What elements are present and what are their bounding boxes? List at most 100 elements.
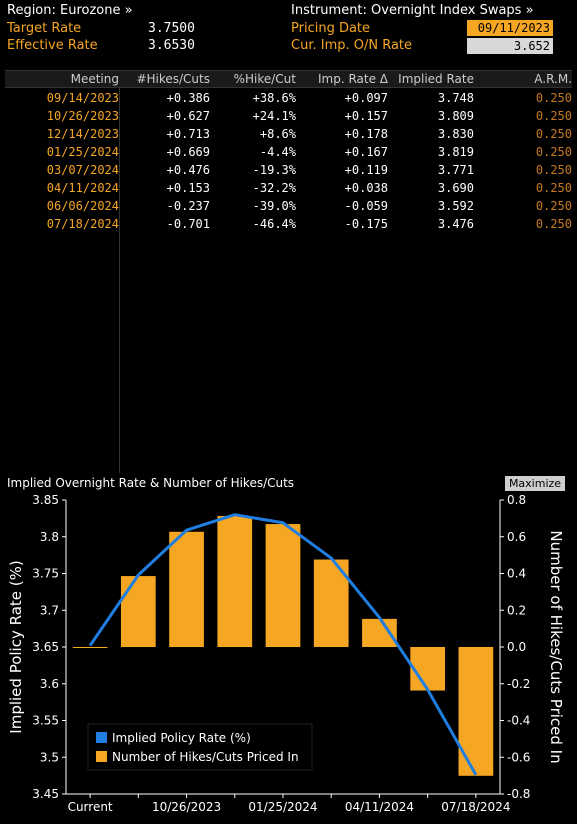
instrument-selector[interactable]: Instrument: Overnight Index Swaps » xyxy=(291,3,534,18)
y2-tick-label: 0.4 xyxy=(507,567,526,581)
meeting-date[interactable]: 03/07/2024 xyxy=(46,163,119,177)
col-header-arm[interactable]: A.R.M. xyxy=(534,72,572,86)
hikes-cuts-bar xyxy=(362,618,397,647)
y2-tick-label: -0.6 xyxy=(507,750,530,764)
region-selector[interactable]: Region: Eurozone » xyxy=(7,3,133,18)
col-header-meeting[interactable]: Meeting xyxy=(70,72,119,86)
imp-rate-delta-value: -0.059 xyxy=(344,199,388,213)
col-header-pct-hike-cut[interactable]: %Hike/Cut xyxy=(233,72,296,86)
y-tick-label: 3.75 xyxy=(32,567,59,581)
y-tick-label: 3.45 xyxy=(32,787,59,801)
y2-tick-label: 0.6 xyxy=(507,530,526,544)
imp-rate-delta-value: +0.167 xyxy=(344,145,388,159)
x-tick-label: 04/11/2024 xyxy=(345,800,414,814)
implied-rate-chart: 3.85 3.8 3.75 3.7 3.65 3.6 3.55 3.5 3.45 0.8 0.6 0.… xyxy=(7,493,565,814)
implied-rate-value: 3.748 xyxy=(437,91,474,105)
hikes-cuts-bar xyxy=(217,515,253,647)
meeting-date[interactable]: 04/11/2024 xyxy=(46,181,119,195)
y2-axis-title: Number of Hikes/Cuts Priced In xyxy=(547,530,565,763)
table-row[interactable]: 09/14/2023 +0.386 +38.6% +0.097 3.748 0.250 xyxy=(5,89,572,107)
header-panel: Region: Eurozone » Target Rate 3.7500 Ef… xyxy=(0,0,577,62)
y-tick-label: 3.6 xyxy=(40,677,59,691)
pct-hike-cut-value: -46.4% xyxy=(252,217,296,231)
hikes-cuts-value: +0.476 xyxy=(166,163,210,177)
pct-hike-cut-value: -19.3% xyxy=(252,163,296,177)
maximize-button[interactable]: Maximize xyxy=(505,476,565,491)
meeting-date[interactable]: 12/14/2023 xyxy=(46,127,119,141)
meeting-date[interactable]: 06/06/2024 xyxy=(46,199,119,213)
hikes-cuts-value: -0.701 xyxy=(166,217,210,231)
onr-rate-label: Cur. Imp. O/N Rate xyxy=(291,38,413,53)
legend-label-hikes-cuts: Number of Hikes/Cuts Priced In xyxy=(112,750,299,764)
meeting-date[interactable]: 09/14/2023 xyxy=(46,91,119,105)
implied-rate-value: 3.819 xyxy=(437,145,474,159)
y-axis-title: Implied Policy Rate (%) xyxy=(7,560,25,733)
hikes-cuts-value: +0.627 xyxy=(166,109,210,123)
implied-rate-value: 3.592 xyxy=(437,199,474,213)
implied-rate-value: 3.771 xyxy=(437,163,474,177)
pricing-date-label: Pricing Date xyxy=(291,21,371,36)
imp-rate-delta-value: -0.175 xyxy=(344,217,388,231)
arm-value: 0.250 xyxy=(535,163,572,177)
hikes-cuts-value: +0.386 xyxy=(166,91,210,105)
x-tick-label: Current xyxy=(68,800,113,814)
arm-value: 0.250 xyxy=(535,217,572,231)
hikes-cuts-bar xyxy=(410,647,446,691)
hikes-cuts-bar xyxy=(169,531,204,647)
pricing-date-input[interactable]: 09/11/2023 xyxy=(467,20,553,36)
legend-box xyxy=(87,723,313,771)
hikes-cuts-bar xyxy=(120,576,156,647)
meeting-date[interactable]: 10/26/2023 xyxy=(46,109,119,123)
hikes-cuts-value: +0.669 xyxy=(166,145,210,159)
meeting-date[interactable]: 01/25/2024 xyxy=(46,145,119,159)
onr-rate-field: 3.652 xyxy=(467,38,553,54)
implied-rate-value: 3.830 xyxy=(437,127,474,141)
pct-hike-cut-value: -39.0% xyxy=(252,199,296,213)
legend-swatch-hikes-cuts xyxy=(96,751,107,762)
arm-value: 0.250 xyxy=(535,145,572,159)
implied-rate-value: 3.809 xyxy=(437,109,474,123)
y2-tick-label: 0.0 xyxy=(507,640,526,654)
imp-rate-delta-value: +0.038 xyxy=(344,181,388,195)
y-tick-label: 3.55 xyxy=(32,714,59,728)
hikes-cuts-value: +0.153 xyxy=(166,181,210,195)
table-row[interactable]: 04/11/2024 +0.153 -32.2% +0.038 3.690 0.250 xyxy=(5,179,572,197)
y-tick-label: 3.5 xyxy=(40,750,59,764)
y-tick-label: 3.85 xyxy=(32,493,59,507)
implied-rate-line xyxy=(88,513,478,776)
chart-title: Implied Overnight Rate & Number of Hikes… xyxy=(7,476,295,490)
pct-hike-cut-value: -4.4% xyxy=(259,145,296,159)
target-rate-value: 3.7500 xyxy=(148,21,195,36)
effective-rate-label: Effective Rate xyxy=(7,38,98,53)
chart-panel: Implied Overnight Rate & Number of Hikes… xyxy=(0,476,577,824)
table-row[interactable]: 01/25/2024 +0.669 -4.4% +0.167 3.819 0.250 xyxy=(5,143,572,161)
target-rate-label: Target Rate xyxy=(7,21,82,36)
table-row[interactable]: 07/18/2024 -0.701 -46.4% -0.175 3.476 0.250 xyxy=(5,215,572,233)
table-row[interactable]: 06/06/2024 -0.237 -39.0% -0.059 3.592 0.250 xyxy=(5,197,572,215)
effective-rate-value: 3.6530 xyxy=(148,38,195,53)
implied-rate-value: 3.476 xyxy=(437,217,474,231)
y-tick-label: 3.7 xyxy=(40,603,59,617)
arm-value: 0.250 xyxy=(535,181,572,195)
imp-rate-delta-value: +0.119 xyxy=(344,163,388,177)
pct-hike-cut-value: +8.6% xyxy=(259,127,296,141)
table-row[interactable]: 12/14/2023 +0.713 +8.6% +0.178 3.830 0.250 xyxy=(5,125,572,143)
table-row[interactable]: 03/07/2024 +0.476 -19.3% +0.119 3.771 0.250 xyxy=(5,161,572,179)
table-header: Meeting #Hikes/Cuts %Hike/Cut Imp. Rate … xyxy=(5,70,572,88)
y-tick-label: 3.8 xyxy=(40,530,59,544)
x-tick-label: 07/18/2024 xyxy=(441,800,510,814)
col-header-implied-rate[interactable]: Implied Rate xyxy=(398,72,474,86)
meetings-table: Meeting #Hikes/Cuts %Hike/Cut Imp. Rate … xyxy=(5,70,572,473)
y2-tick-label: -0.8 xyxy=(507,787,530,801)
meeting-date[interactable]: 07/18/2024 xyxy=(46,217,119,231)
arm-value: 0.250 xyxy=(535,199,572,213)
y-tick-label: 3.65 xyxy=(32,640,59,654)
table-row[interactable]: 10/26/2023 +0.627 +24.1% +0.157 3.809 0.250 xyxy=(5,107,572,125)
col-header-hikes-cuts[interactable]: #Hikes/Cuts xyxy=(136,72,210,86)
y2-tick-label: 0.8 xyxy=(507,493,526,507)
y2-tick-label: -0.2 xyxy=(507,677,530,691)
col-header-imp-rate-delta[interactable]: Imp. Rate Δ xyxy=(317,72,388,86)
hikes-cuts-bar xyxy=(72,647,108,648)
hikes-cuts-bar xyxy=(265,524,301,647)
pct-hike-cut-value: -32.2% xyxy=(252,181,296,195)
